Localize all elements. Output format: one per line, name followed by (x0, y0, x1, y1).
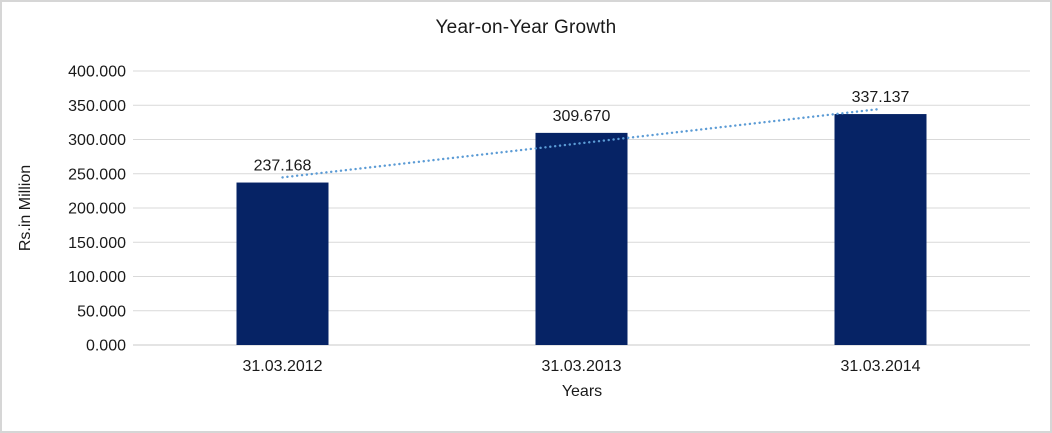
y-tick-label: 400.000 (68, 64, 126, 81)
y-tick-label: 300.000 (68, 132, 126, 149)
bar-value-label: 237.168 (254, 158, 312, 175)
y-tick-label: 100.000 (68, 269, 126, 286)
x-category-label: 31.03.2014 (840, 358, 920, 375)
bar-value-label: 337.137 (852, 89, 910, 106)
x-axis-title: Years (561, 383, 603, 400)
x-category-label: 31.03.2012 (242, 358, 322, 375)
y-tick-label: 50.000 (77, 303, 126, 320)
bar-value-label: 309.670 (553, 108, 611, 125)
chart-title: Year-on-Year Growth (435, 17, 617, 38)
bar (535, 132, 628, 345)
bar (236, 182, 329, 345)
y-tick-label: 350.000 (68, 98, 126, 115)
y-tick-label: 200.000 (68, 201, 126, 218)
y-tick-label: 150.000 (68, 235, 126, 252)
bar (834, 114, 927, 345)
y-tick-label: 250.000 (68, 166, 126, 183)
x-category-label: 31.03.2013 (541, 358, 621, 375)
y-tick-label: 0.000 (86, 338, 126, 355)
